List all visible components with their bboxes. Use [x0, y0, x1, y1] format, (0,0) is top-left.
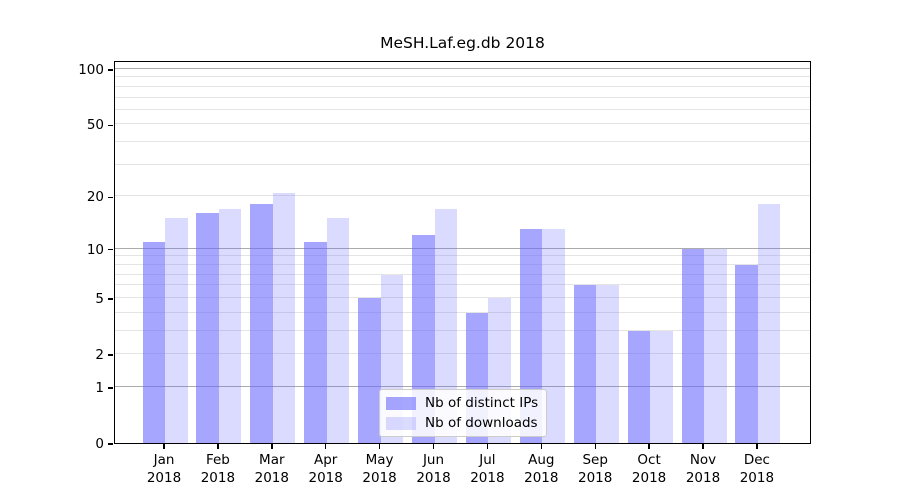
x-tick-mark-jan [163, 444, 165, 449]
legend-row-downloads: Nb of downloads [386, 415, 540, 431]
x-tick-mark-may [378, 444, 381, 449]
y-tick-label-5: 5 [95, 290, 104, 307]
bar-nb-of-downloads-feb [218, 208, 242, 443]
x-tick-label-nov: Nov 2018 [685, 452, 721, 486]
gridline-minor-60 [115, 108, 810, 110]
y-tick-mark-1 [108, 387, 113, 389]
bar-nb-of-distinct-ips-apr [304, 241, 327, 443]
x-tick-mark-oct [648, 444, 650, 449]
gridline-minor-30 [115, 163, 810, 165]
bar-nb-of-distinct-ips-nov [681, 248, 704, 443]
x-tick-label-may: May 2018 [362, 452, 397, 486]
gridline-1 [115, 385, 810, 387]
x-tick-label-apr: Apr 2018 [308, 452, 343, 486]
gridline-minor-70 [115, 96, 810, 98]
gridline-50 [115, 123, 810, 125]
gridline-10 [115, 247, 810, 249]
gridline-20 [115, 195, 810, 197]
bar-nb-of-downloads-oct [650, 330, 673, 443]
x-tick-label-feb: Feb 2018 [200, 452, 236, 486]
y-tick-label-100: 100 [78, 62, 104, 78]
x-tick-mark-jun [432, 444, 435, 449]
bar-nb-of-downloads-jan [165, 218, 188, 443]
bar-nb-of-downloads-nov [704, 248, 727, 443]
gridline-100 [115, 67, 810, 69]
y-tick-label-50: 50 [86, 117, 104, 134]
gridline-2 [115, 353, 810, 354]
y-tick-label-10: 10 [86, 241, 104, 258]
legend-swatch-downloads [386, 416, 416, 430]
x-tick-mark-nov [702, 444, 704, 449]
x-tick-label-jan: Jan 2018 [146, 452, 182, 486]
x-tick-mark-aug [540, 444, 542, 449]
bar-nb-of-downloads-jun [434, 208, 457, 443]
bar-nb-of-downloads-dec [757, 204, 781, 443]
y-tick-mark-10 [108, 248, 113, 251]
x-tick-label-sep: Sep 2018 [578, 452, 613, 486]
x-tick-mark-jul [486, 444, 489, 449]
y-tick-mark-50 [108, 124, 113, 127]
gridline-minor-7 [115, 273, 810, 275]
bar-nb-of-downloads-sep [596, 285, 619, 443]
x-tick-label-jun: Jun 2018 [416, 452, 451, 486]
gridline-minor-4 [115, 311, 810, 313]
bar-nb-of-downloads-apr [326, 218, 350, 443]
legend-row-distinct-ips: Nb of distinct IPs [386, 395, 540, 411]
chart-title: MeSH.Laf.eg.db 2018 [380, 34, 545, 52]
legend-label-downloads: Nb of downloads [425, 415, 538, 431]
gridline-minor-40 [115, 141, 810, 143]
gridline-minor-3 [115, 329, 810, 331]
legend-swatch-distinct-ips [386, 396, 416, 410]
y-tick-label-1: 1 [95, 379, 104, 396]
legend: Nb of distinct IPs Nb of downloads [379, 389, 547, 437]
bar-nb-of-distinct-ips-dec [735, 264, 758, 443]
x-tick-mark-feb [217, 444, 219, 449]
y-tick-mark-2 [108, 354, 113, 356]
bar-nb-of-downloads-mar [272, 192, 296, 443]
x-tick-mark-sep [594, 444, 596, 449]
y-tick-mark-0 [108, 443, 113, 445]
x-tick-label-aug: Aug 2018 [524, 452, 559, 486]
x-tick-mark-apr [324, 444, 327, 449]
y-tick-label-2: 2 [95, 347, 104, 363]
gridline-minor-80 [115, 85, 810, 87]
x-tick-label-dec: Dec 2018 [739, 452, 775, 486]
plot-area [114, 61, 811, 444]
bar-nb-of-downloads-aug [542, 229, 565, 443]
gridline-minor-90 [115, 76, 810, 78]
y-tick-mark-5 [108, 298, 113, 300]
x-tick-label-jul: Jul 2018 [470, 452, 505, 486]
bar-nb-of-distinct-ips-sep [573, 285, 597, 443]
bar-nb-of-distinct-ips-feb [196, 213, 219, 443]
bar-nb-of-distinct-ips-may [358, 297, 381, 443]
y-tick-label-20: 20 [86, 189, 104, 206]
bar-nb-of-distinct-ips-oct [627, 330, 651, 443]
y-tick-mark-100 [108, 69, 113, 71]
y-tick-label-0: 0 [95, 436, 104, 452]
gridline-minor-8 [115, 263, 810, 265]
x-tick-label-mar: Mar 2018 [254, 452, 289, 486]
bar-nb-of-distinct-ips-mar [250, 204, 273, 443]
x-tick-mark-dec [756, 444, 758, 449]
x-tick-mark-mar [271, 444, 273, 449]
y-tick-mark-20 [108, 196, 113, 198]
gridline-minor-9 [115, 255, 810, 257]
bar-nb-of-distinct-ips-jan [142, 241, 165, 443]
legend-label-distinct-ips: Nb of distinct IPs [425, 395, 539, 411]
gridline-5 [115, 296, 810, 298]
gridline-minor-6 [115, 284, 810, 286]
x-tick-label-oct: Oct 2018 [631, 452, 667, 486]
